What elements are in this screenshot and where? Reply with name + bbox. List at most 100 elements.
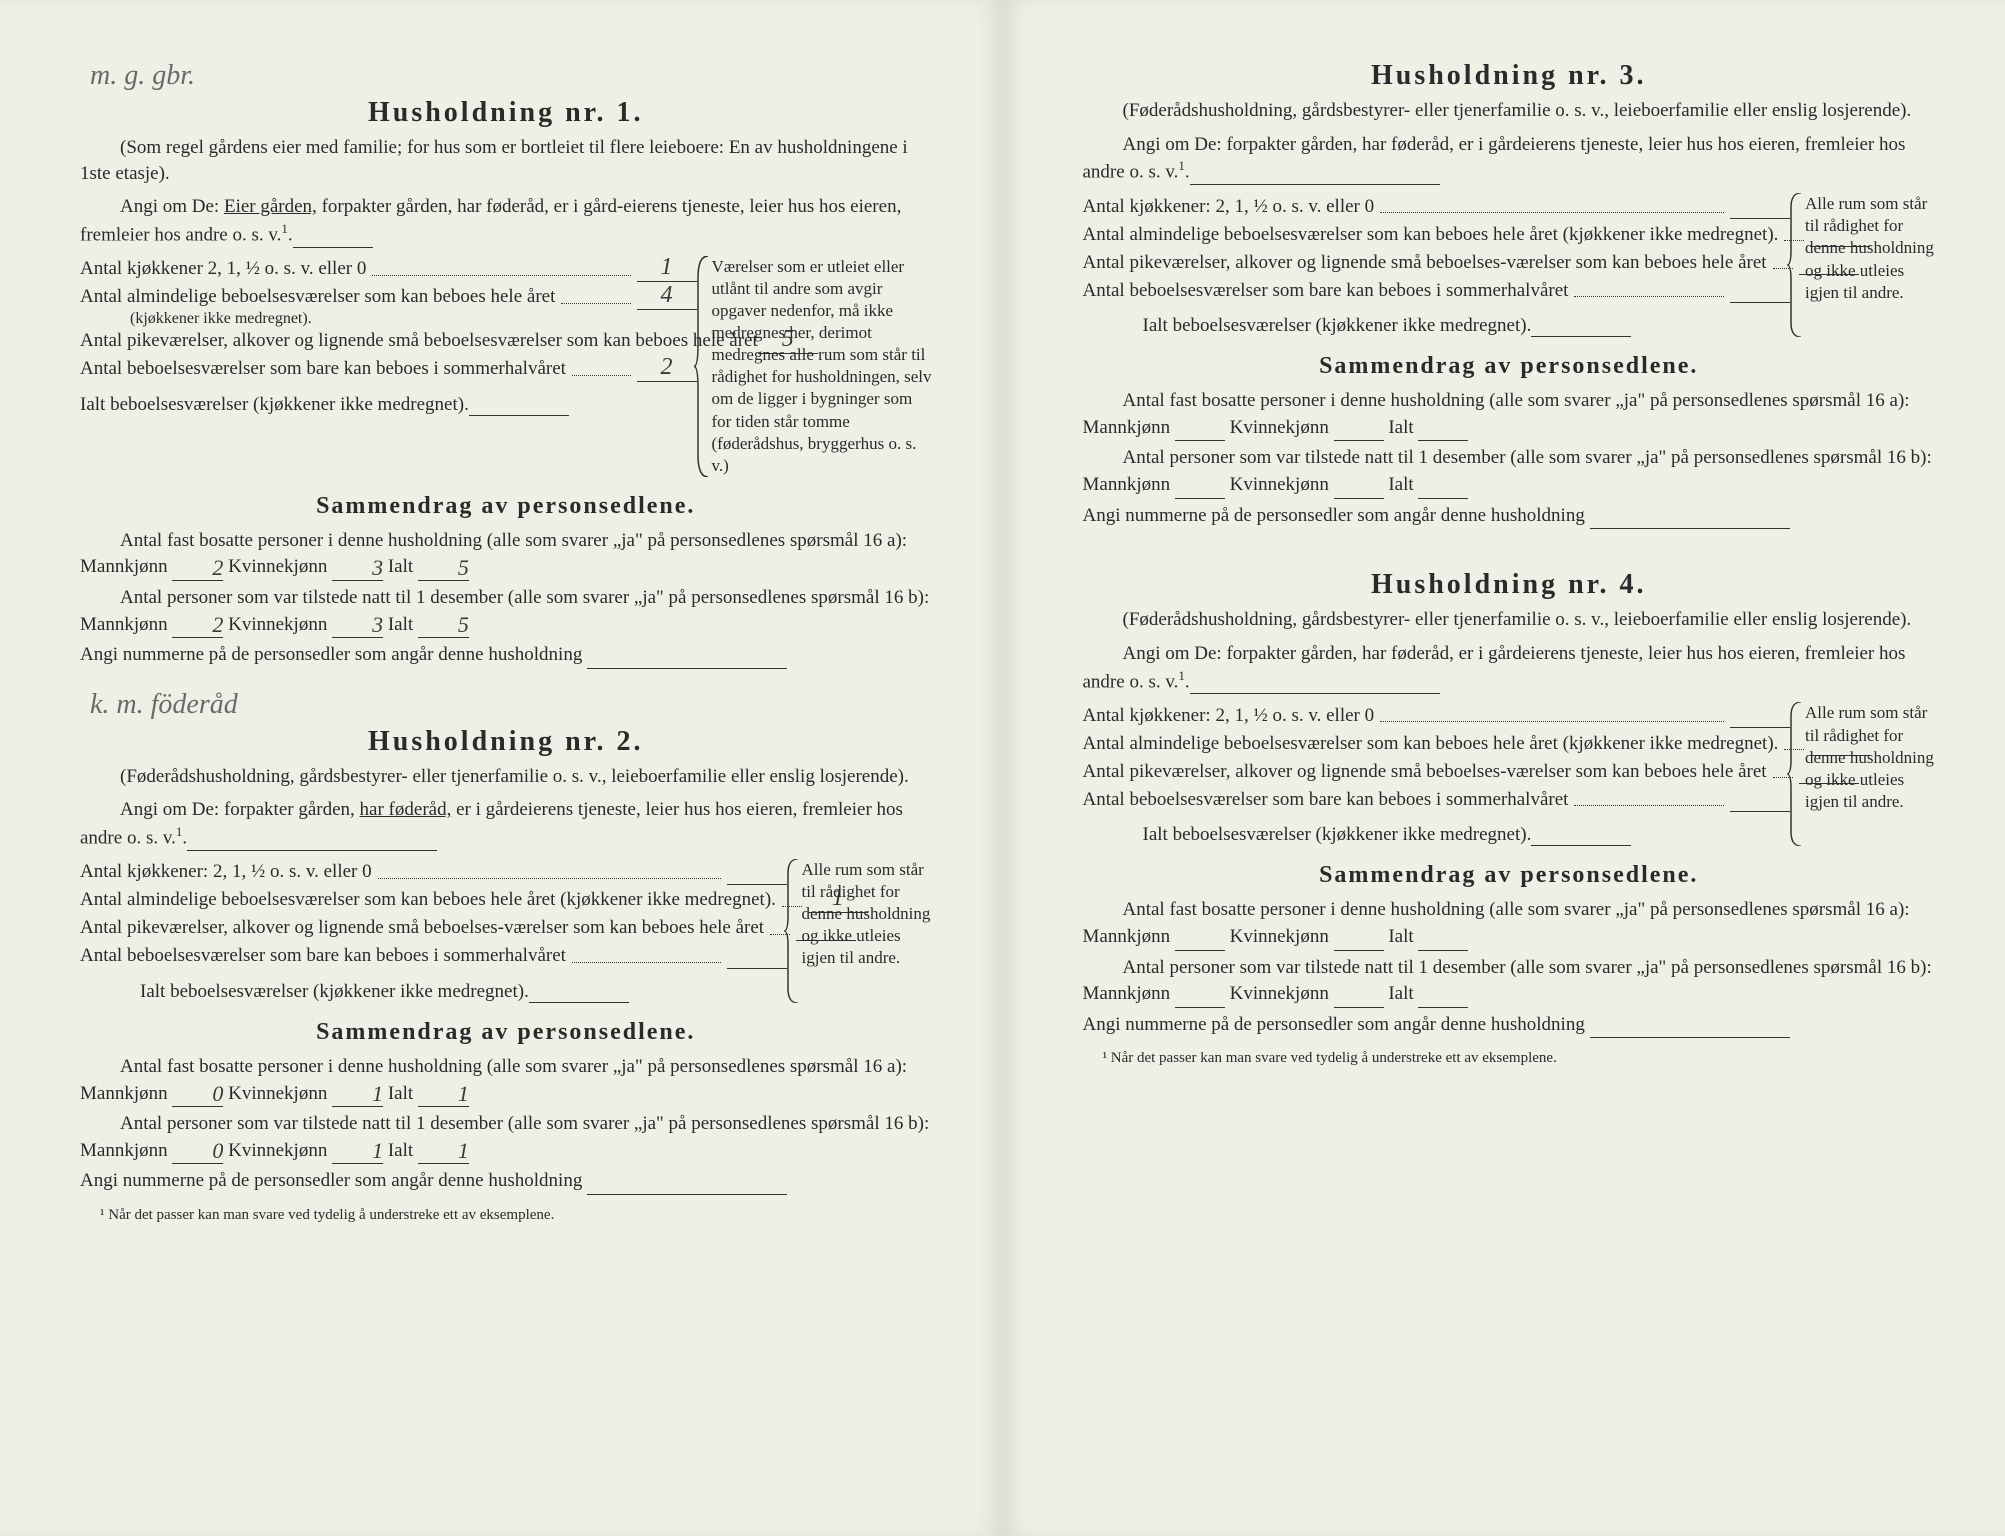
value [1730,702,1790,728]
summary-1-a: Antal fast bosatte personer i denne hush… [80,528,932,581]
summer-rooms-label: Antal beboelsesværelser som bare kan beb… [80,356,566,382]
label: Antal almindelige beboelsesværelser som … [1083,731,1779,757]
a-k: 1 [332,1085,383,1107]
summary-4-b: Antal personer som var tilstede natt til… [1083,955,1936,1008]
row-rooms-year: Antal almindelige beboelsesværelser som … [1083,730,1791,756]
text: Angi nummerne på de personsedler som ang… [1083,1014,1585,1035]
rooms-year-value: 4 [637,284,697,310]
sidenote-3: Alle rum som står til rådighet for denne… [1805,193,1935,337]
angi-underline: Eier gården, [224,196,317,217]
fill [587,1175,787,1195]
kvinnekjonn-label: Kvinnekjønn [1230,474,1329,495]
household-1-intro: (Som regel gårdens eier med familie; for… [80,135,932,186]
label: Antal beboelsesværelser som bare kan beb… [1083,278,1569,304]
ialt-label: Ialt [1388,926,1413,947]
document-spread: m. g. gbr. Husholdning nr. 1. (Som regel… [0,0,2005,1536]
summary-1-b: Antal personer som var tilstede natt til… [80,585,932,638]
value [727,859,787,885]
summary-title-3: Sammendrag av personsedlene. [1083,353,1936,380]
label: Antal beboelsesværelser som bare kan beb… [80,943,566,969]
a-k: 3 [332,559,383,581]
rooms-year-label: Antal almindelige beboelsesværelser som … [80,284,555,310]
dots [1574,805,1724,806]
summary-2-nummerne: Angi nummerne på de personsedler som ang… [80,1168,932,1195]
row-kitchens: Antal kjøkkener: 2, 1, ½ o. s. v. eller … [80,859,787,885]
sidenote-text: Værelser som er utleiet eller utlånt til… [712,257,932,475]
row-maid-rooms: Antal pikeværelser, alkover og lignende … [80,328,697,354]
b-m [1175,477,1225,499]
household-4-form: Antal kjøkkener: 2, 1, ½ o. s. v. eller … [1083,702,1936,846]
row-total: Ialt beboelsesværelser (kjøkkener ikke m… [1083,820,1791,846]
kvinnekjonn-label: Kvinnekjønn [1230,926,1329,947]
footnote-left: ¹ Når det passer kan man svare ved tydel… [80,1207,932,1224]
row-rooms-year: Antal almindelige beboelsesværelser som … [80,284,697,310]
ialt-label: Ialt [1388,417,1413,438]
dots [572,375,631,376]
label: Antal beboelsesværelser som bare kan beb… [1083,787,1569,813]
dots [378,878,721,879]
value [1730,193,1790,219]
label: Antal kjøkkener: 2, 1, ½ o. s. v. eller … [1083,703,1375,729]
household-2-form: Antal kjøkkener: 2, 1, ½ o. s. v. eller … [80,859,932,1003]
summary-4-a: Antal fast bosatte personer i denne hush… [1083,897,1936,950]
label: Antal almindelige beboelsesværelser som … [80,887,776,913]
row-summer-rooms: Antal beboelsesværelser som bare kan beb… [80,356,697,382]
label: Antal almindelige beboelsesværelser som … [1083,222,1779,248]
maid-rooms-label: Antal pikeværelser, alkover og lignende … [80,328,758,354]
dots [1380,721,1724,722]
angi-fill [1190,674,1440,694]
household-2-intro: (Føderådshusholdning, gårdsbestyrer- ell… [80,764,932,790]
dots [561,303,630,304]
label: Ialt beboelsesværelser (kjøkkener ikke m… [140,981,529,1003]
ialt-label: Ialt [388,1083,413,1104]
summary-3-nummerne: Angi nummerne på de personsedler som ang… [1083,503,1936,530]
a-k [1334,419,1384,441]
row-summer-rooms: Antal beboelsesværelser som bare kan beb… [80,943,787,969]
b-i: 5 [418,616,469,638]
sidenote-2: Alle rum som står til rådighet for denne… [802,859,932,1003]
label: Antal pikeværelser, alkover og lignende … [1083,759,1767,785]
kitchen-value: 1 [637,256,697,282]
row-summer-rooms: Antal beboelsesværelser som bare kan beb… [1083,786,1791,812]
b-m: 0 [172,1142,223,1164]
kvinnekjonn-label: Kvinnekjønn [228,556,327,577]
nummerne-text: Angi nummerne på de personsedler som ang… [80,644,582,665]
total-value [469,390,569,416]
sidenote-text: Alle rum som står til rådighet for denne… [1805,703,1934,810]
value [529,977,629,1003]
handwriting-annotation-2: k. m. föderåd [90,689,932,721]
label: Antal pikeværelser, alkover og lignende … [80,915,764,941]
nummerne-fill [587,649,787,669]
ialt-label: Ialt [388,1140,413,1161]
summary-title-1: Sammendrag av personsedlene. [80,493,932,520]
ialt-label: Ialt [1388,474,1413,495]
b-k: 1 [332,1142,383,1164]
label: Antal pikeværelser, alkover og lignende … [1083,250,1767,276]
summary-4-nummerne: Angi nummerne på de personsedler som ang… [1083,1012,1936,1039]
b-i [1418,477,1468,499]
a-m: 0 [172,1085,223,1107]
fill [1590,509,1790,529]
text: Angi nummerne på de personsedler som ang… [1083,505,1585,526]
dots [1574,296,1724,297]
summary-title-4: Sammendrag av personsedlene. [1083,862,1936,889]
a-k [1334,929,1384,951]
form-left: Antal kjøkkener 2, 1, ½ o. s. v. eller 0… [80,256,697,477]
ialt-label: Ialt [388,556,413,577]
form-left: Antal kjøkkener: 2, 1, ½ o. s. v. eller … [1083,193,1791,337]
value [1730,277,1790,303]
b-k [1334,986,1384,1008]
value [1730,786,1790,812]
subnote-kitchens: (kjøkkener ikke medregnet). [80,310,697,328]
kvinnekjonn-label: Kvinnekjønn [228,1140,327,1161]
ialt-label: Ialt [388,614,413,635]
angi-prefix: Angi om De: forpakter gården, [120,799,355,820]
sidenote-4: Alle rum som står til rådighet for denne… [1805,702,1935,846]
a-i [1418,419,1468,441]
b-i: 1 [418,1142,469,1164]
household-1: Husholdning nr. 1. (Som regel gårdens ei… [80,97,932,669]
row-rooms-year: Antal almindelige beboelsesværelser som … [80,887,787,913]
summary-2-a: Antal fast bosatte personer i denne hush… [80,1054,932,1107]
row-maid-rooms: Antal pikeværelser, alkover og lignende … [1083,249,1791,275]
a-m [1175,929,1225,951]
